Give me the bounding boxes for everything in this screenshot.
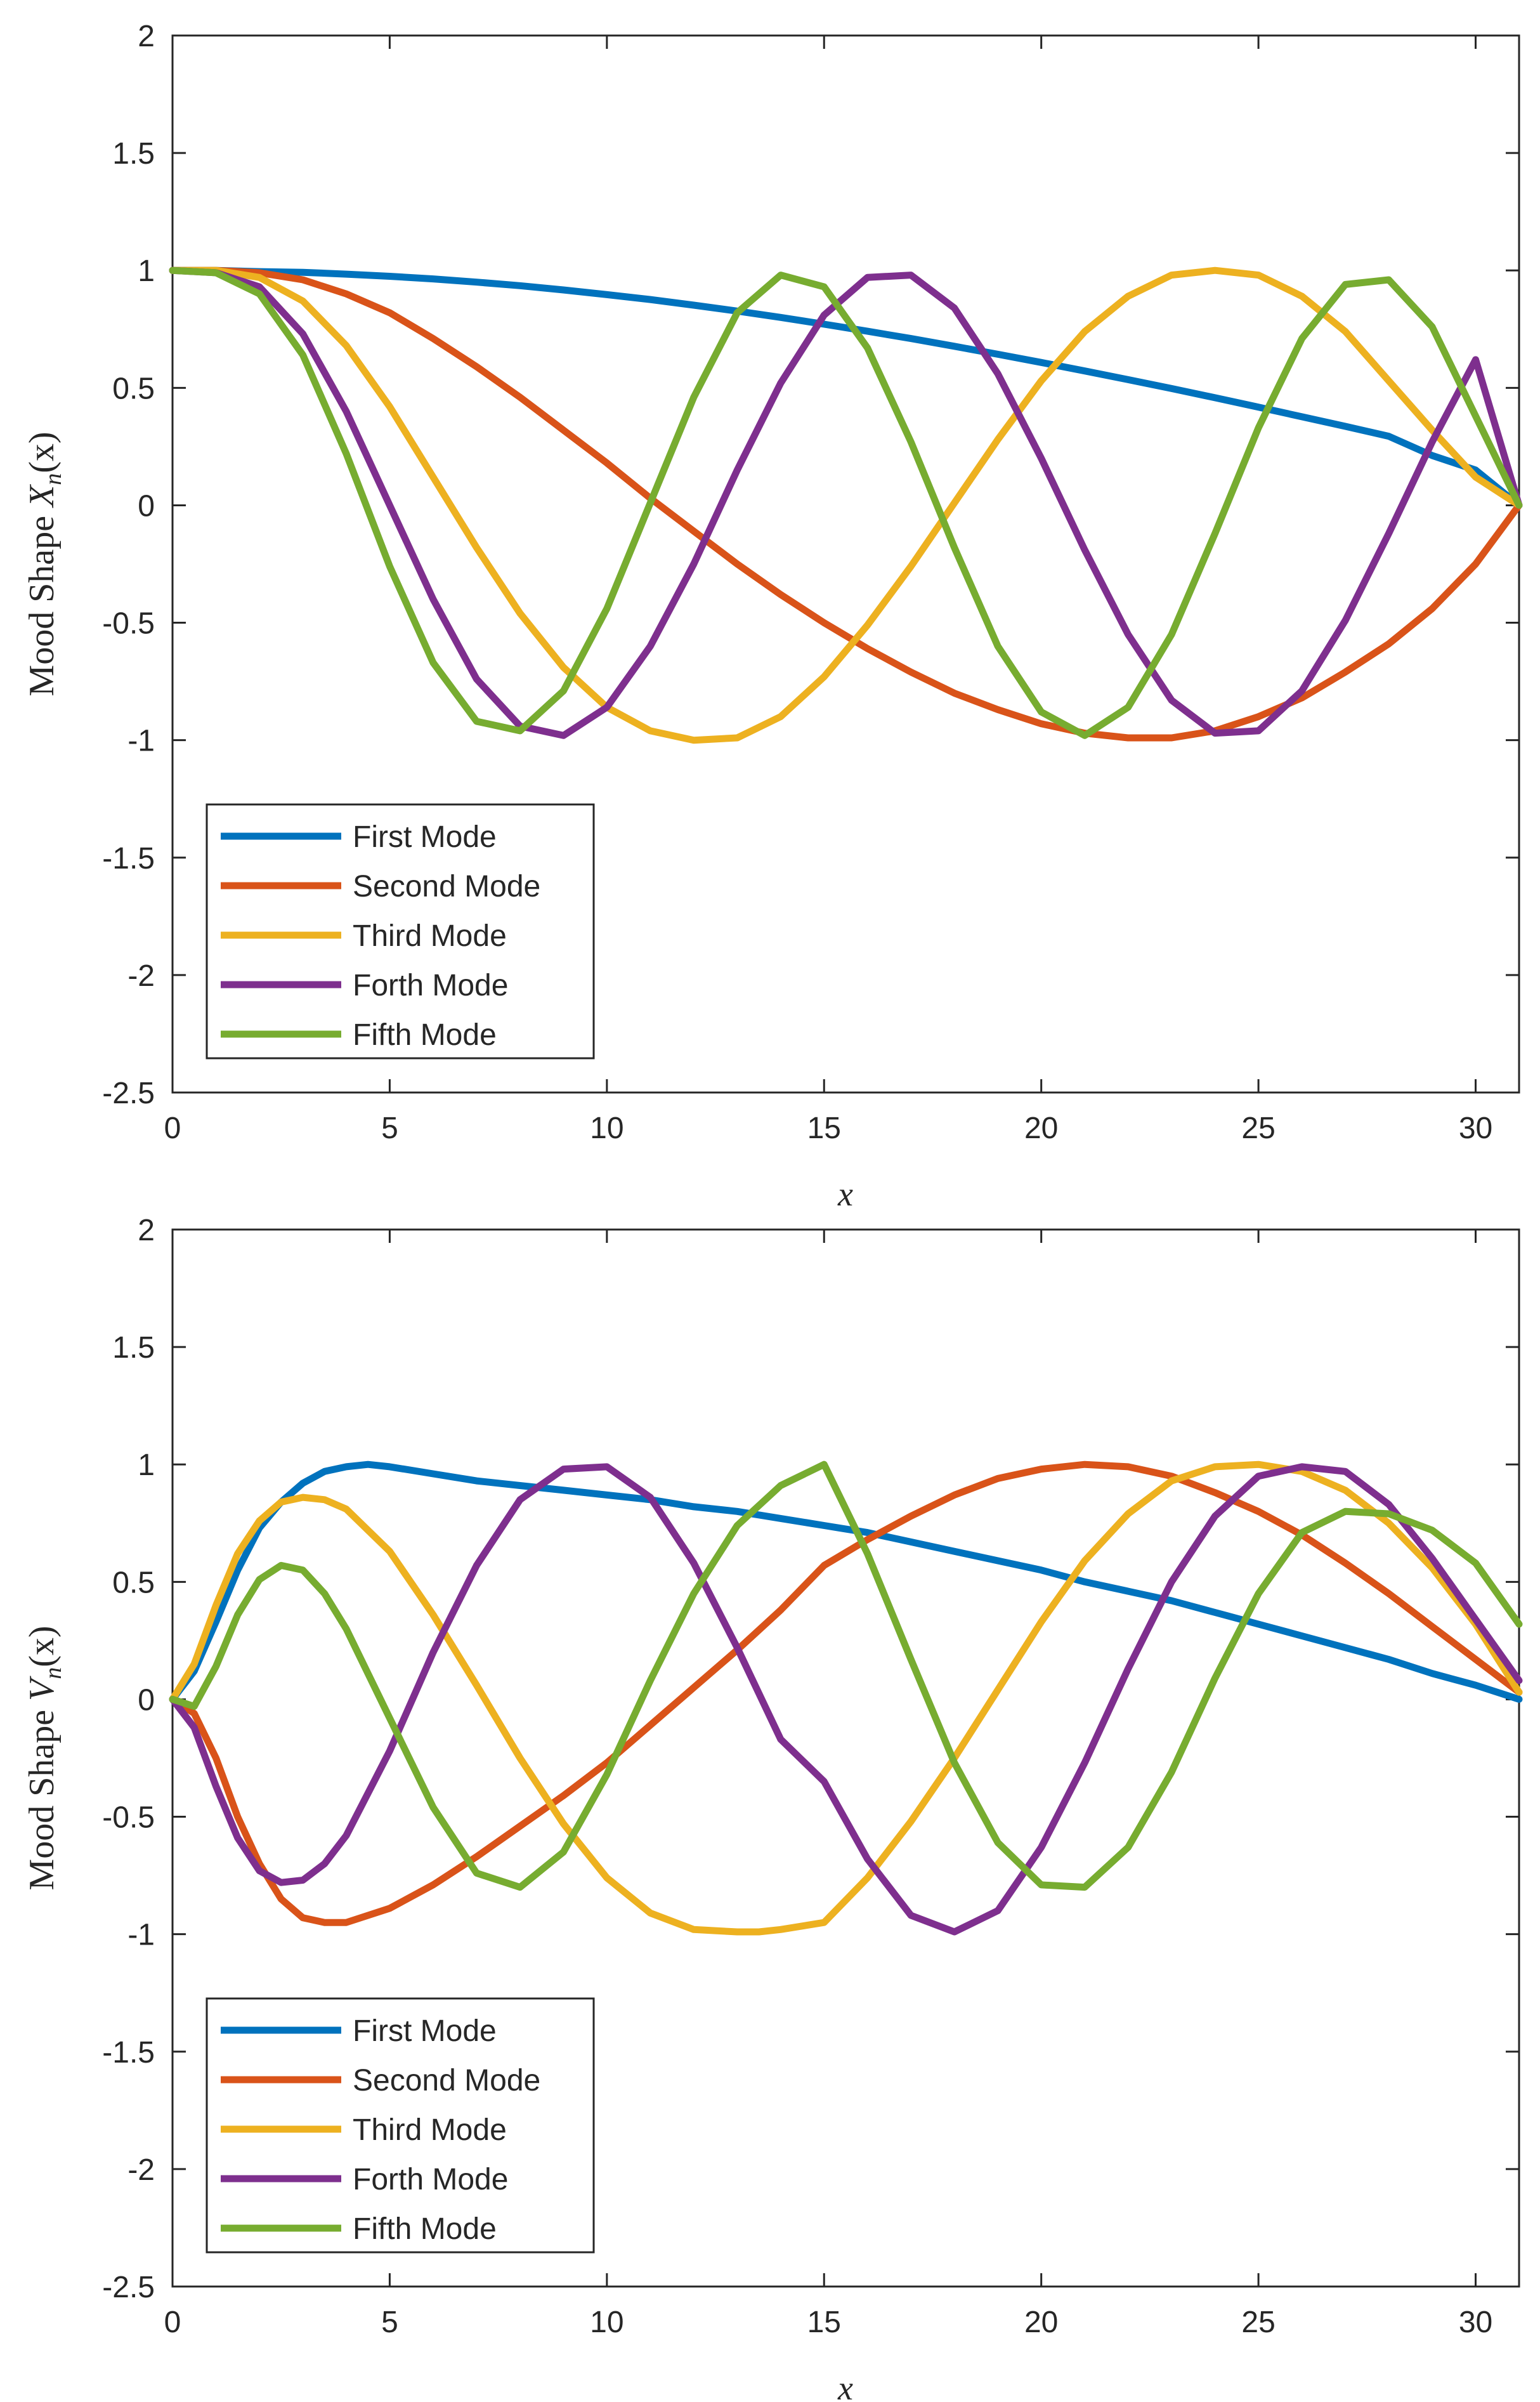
top-x-tick-label: 0 xyxy=(164,1112,181,1145)
top-legend-label-second-mode: Second Mode xyxy=(353,870,540,903)
top-y-tick-label: -2 xyxy=(127,959,155,993)
bottom-x-tick-label: 15 xyxy=(807,2306,841,2339)
bottom-x-tick-label: 20 xyxy=(1024,2306,1058,2339)
top-series-forth-mode xyxy=(169,266,1523,739)
bottom-legend-label-first-mode: First Mode xyxy=(353,2014,497,2048)
top-legend-label-third-mode: Third Mode xyxy=(353,919,507,953)
bottom-y-tick-label: -0.5 xyxy=(102,1801,155,1835)
top-y-tick-label: -2.5 xyxy=(102,1077,155,1110)
bottom-x-tick-label: 10 xyxy=(590,2306,623,2339)
bottom-y-axis-label-var: V xyxy=(22,1676,62,1701)
top-y-tick-labels: 2 1.5 1 0.5 0 -0.5 -1 -1.5 -2 -2.5 xyxy=(102,20,155,1110)
top-y-tick-label: 1 xyxy=(138,254,155,288)
bottom-y-tick-labels: 2 1.5 1 0.5 0 -0.5 -1 -1.5 -2 -2.5 xyxy=(102,1214,155,2304)
bottom-x-tick-label: 30 xyxy=(1459,2306,1492,2339)
bottom-series-second-mode xyxy=(169,1460,1523,1926)
top-x-axis-label: x xyxy=(837,1175,853,1213)
top-x-tick-label: 5 xyxy=(381,1112,398,1145)
top-y-axis-label-var: X xyxy=(22,483,62,508)
bottom-legend-label-forth-mode: Forth Mode xyxy=(353,2163,508,2196)
top-series-first-mode xyxy=(169,266,1523,509)
top-legend-label-forth-mode: Forth Mode xyxy=(353,969,508,1002)
top-y-axis-label: Mood Shape Xn(x) xyxy=(22,431,67,696)
bottom-y-tick-label: -2 xyxy=(127,2153,155,2187)
top-x-tick-label: 10 xyxy=(590,1112,623,1145)
bottom-y-tick-label: 0.5 xyxy=(112,1566,155,1599)
bottom-y-tick-label: 0 xyxy=(138,1683,155,1717)
bottom-x-axis-label: x xyxy=(837,2369,853,2402)
bottom-y-tick-label: 2 xyxy=(138,1214,155,1247)
bottom-x-tick-label: 25 xyxy=(1241,2306,1275,2339)
top-y-axis-label-arg: (x) xyxy=(22,431,62,473)
top-legend: First Mode Second Mode Third Mode Forth … xyxy=(206,803,595,1060)
bottom-series-lines xyxy=(169,1460,1523,1936)
top-x-tick-label: 30 xyxy=(1459,1112,1492,1145)
bottom-x-tick-label: 0 xyxy=(164,2306,181,2339)
top-x-tick-label: 25 xyxy=(1241,1112,1275,1145)
bottom-y-tick-label: 1.5 xyxy=(112,1331,155,1365)
bottom-y-tick-label: -1 xyxy=(127,1919,155,1952)
top-y-tick-label: 0 xyxy=(138,489,155,523)
bottom-series-third-mode xyxy=(169,1460,1523,1936)
bottom-legend-label-third-mode: Third Mode xyxy=(353,2113,507,2147)
bottom-legend-label-second-mode: Second Mode xyxy=(353,2064,540,2097)
top-tick-marks xyxy=(171,34,1519,1094)
top-legend-label-first-mode: First Mode xyxy=(353,820,497,854)
bottom-chart-panel: 2 1.5 1 0.5 0 -0.5 -1 -1.5 -2 -2.5 0 5 10 15 20 25 30 x… xyxy=(22,1214,1523,2402)
top-legend-label-fifth-mode: Fifth Mode xyxy=(353,1018,497,1052)
top-y-axis-label-prefix: Mood Shape xyxy=(22,516,62,697)
top-series-lines xyxy=(169,266,1523,744)
bottom-y-tick-label: -2.5 xyxy=(102,2271,155,2304)
top-chart-panel: 2 1.5 1 0.5 0 -0.5 -1 -1.5 -2 -2.5 0 5 10 15 20 25 30 x… xyxy=(22,20,1523,1213)
bottom-y-axis-label-prefix: Mood Shape xyxy=(22,1710,62,1891)
top-y-axis-label-sub: n xyxy=(40,473,67,485)
top-x-tick-label: 20 xyxy=(1024,1112,1058,1145)
bottom-series-first-mode xyxy=(169,1460,1523,1703)
top-series-third-mode xyxy=(169,266,1523,744)
top-series-fifth-mode xyxy=(169,266,1523,739)
top-y-tick-label: 1.5 xyxy=(112,137,155,171)
top-y-tick-label: 2 xyxy=(138,20,155,53)
bottom-series-forth-mode xyxy=(169,1463,1523,1936)
bottom-x-tick-labels: 0 5 10 15 20 25 30 xyxy=(164,2306,1493,2339)
top-y-tick-label: -1.5 xyxy=(102,842,155,876)
bottom-y-tick-label: -1.5 xyxy=(102,2036,155,2070)
top-y-tick-label: -1 xyxy=(127,725,155,758)
bottom-series-fifth-mode xyxy=(169,1460,1523,1891)
top-y-tick-label: 0.5 xyxy=(112,372,155,405)
top-x-tick-labels: 0 5 10 15 20 25 30 xyxy=(164,1112,1493,1145)
bottom-y-tick-label: 1 xyxy=(138,1448,155,1482)
bottom-y-axis-label-arg: (x) xyxy=(22,1625,62,1667)
top-x-tick-label: 15 xyxy=(807,1112,841,1145)
bottom-legend: First Mode Second Mode Third Mode Forth … xyxy=(206,1997,595,2254)
bottom-legend-label-fifth-mode: Fifth Mode xyxy=(353,2212,497,2246)
top-legend-box xyxy=(206,803,595,1060)
top-y-tick-label: -0.5 xyxy=(102,607,155,641)
bottom-x-tick-label: 5 xyxy=(381,2306,398,2339)
bottom-legend-box xyxy=(206,1997,595,2254)
bottom-y-axis-label: Mood Shape Vn(x) xyxy=(22,1625,67,1890)
bottom-y-axis-label-sub: n xyxy=(40,1667,67,1679)
